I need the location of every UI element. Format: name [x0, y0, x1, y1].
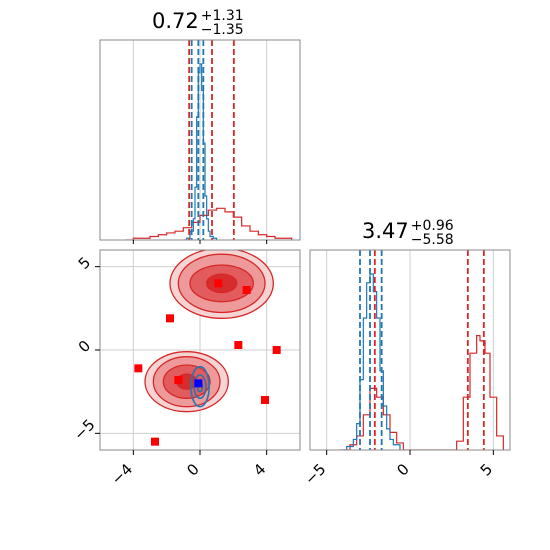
marginal2-x-tick-label: 0: [393, 460, 412, 479]
param2-lower-error: −5.58: [410, 232, 454, 248]
marginal1-blue-hist: [183, 63, 218, 240]
marginal2-red-hist: [343, 335, 504, 450]
joint-x-tick-label: 4: [250, 460, 269, 479]
joint-blue-contour: [190, 365, 210, 408]
joint-red-point: [261, 396, 269, 404]
param1-upper-error: +1.31: [200, 8, 244, 24]
joint-y-tick-label: −5: [70, 416, 98, 444]
marginal2-x-tick-label: 5: [477, 460, 496, 479]
param1-title: 0.72 +1.31 −1.35: [152, 8, 244, 38]
param2-median: 3.47: [362, 219, 409, 243]
joint-red-point: [242, 286, 251, 294]
joint-red-point: [272, 346, 281, 354]
joint-red-point: [174, 376, 183, 384]
joint-x-tick-label: 0: [183, 460, 202, 479]
param2-upper-error: +0.96: [410, 218, 454, 234]
joint-blue-contour: [193, 374, 207, 400]
joint-y-tick-label: 5: [75, 253, 94, 272]
param1-median: 0.72: [152, 9, 199, 33]
param1-lower-error: −1.35: [200, 22, 244, 38]
joint-red-point: [134, 364, 143, 373]
marginal2-blue-hist: [340, 273, 401, 450]
joint-y-tick-label: 0: [75, 337, 94, 356]
joint-blue-point: [194, 379, 203, 388]
joint-red-point: [234, 341, 243, 349]
param2-title: 3.47 +0.96 −5.58: [362, 218, 454, 248]
marginal1-red-hist: [125, 207, 293, 240]
marginal2-x-tick-label: −5: [301, 460, 329, 488]
joint-x-tick-label: −4: [108, 460, 136, 488]
joint-red-point: [214, 279, 223, 288]
joint-red-point: [151, 437, 159, 446]
joint-red-point: [166, 314, 174, 323]
